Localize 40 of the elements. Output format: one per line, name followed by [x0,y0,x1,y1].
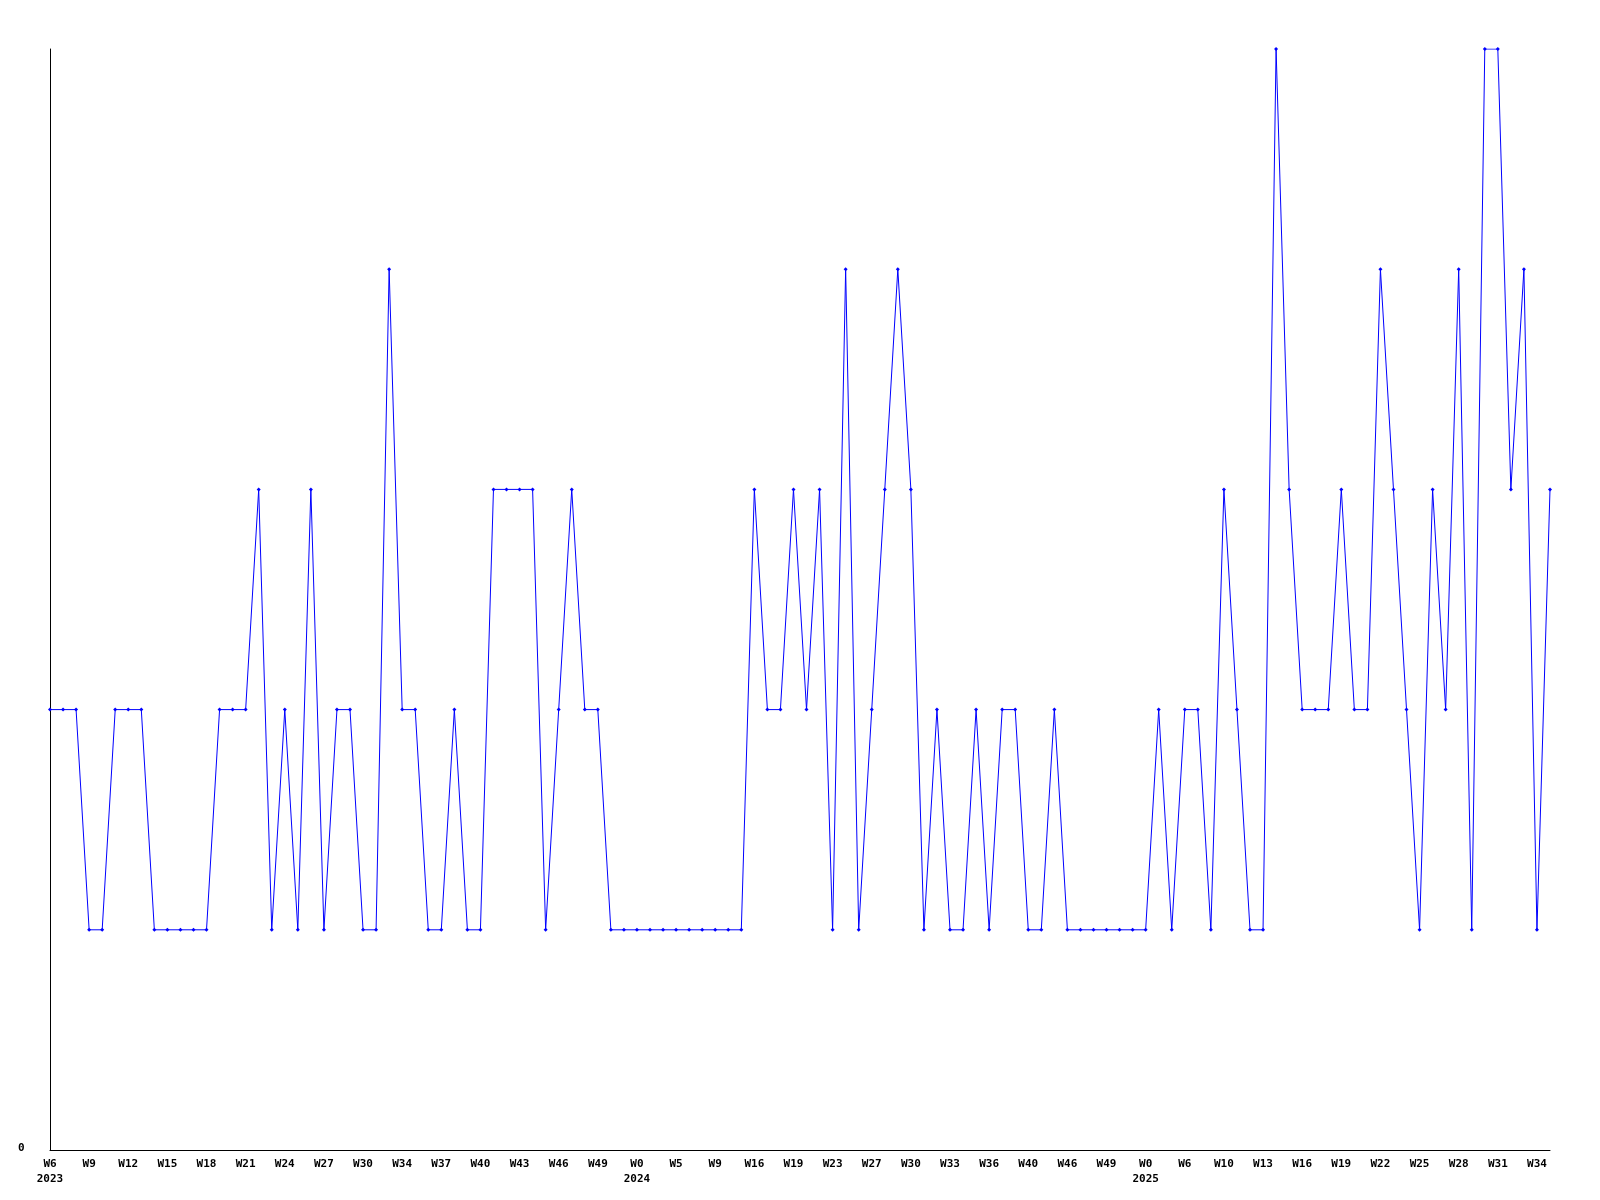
x-tick-label: W25 [1409,1157,1430,1170]
x-tick-label: W0 2025 [1132,1157,1159,1185]
x-tick-label: W9 [82,1157,96,1170]
x-tick-label: W19 [783,1157,804,1170]
x-tick-label: W21 [235,1157,256,1170]
x-tick-label: W15 [157,1157,178,1170]
x-tick-label: W36 [979,1157,1000,1170]
x-tick-label: W46 [548,1157,569,1170]
x-tick-label: W46 [1057,1157,1078,1170]
x-tick-label: W6 [1178,1157,1192,1170]
x-tick-label: W9 [708,1157,722,1170]
x-tick-label: W19 [1331,1157,1352,1170]
x-tick-label: W34 [1527,1157,1548,1170]
x-tick-label: W49 [587,1157,608,1170]
x-tick-label: W22 [1370,1157,1391,1170]
x-tick-label: W33 [940,1157,960,1170]
x-tick-label: W28 [1448,1157,1469,1170]
x-tick-label: W16 [744,1157,765,1170]
x-tick-label: W24 [274,1157,296,1170]
x-tick-label: W10 [1213,1157,1234,1170]
x-tick-label: W30 [353,1157,373,1170]
x-tick-label: W27 [861,1157,882,1170]
x-tick-label: W5 [669,1157,683,1170]
x-tick-label: W16 [1292,1157,1313,1170]
x-tick-label: W37 [431,1157,452,1170]
x-tick-label: W12 [118,1157,139,1170]
x-tick-label: W18 [196,1157,217,1170]
x-tick-label: W13 [1253,1157,1273,1170]
x-tick-label: W27 [313,1157,334,1170]
x-tick-label: W30 [900,1157,921,1170]
x-tick-label: W43 [509,1157,530,1170]
x-tick-label: W34 [392,1157,413,1170]
x-tick-label: W6 2023 [36,1157,64,1185]
x-tick-label: W40 [1018,1157,1039,1170]
x-tick-label: W0 2024 [623,1157,651,1185]
x-tick-label: W23 [822,1157,843,1170]
x-tick-label: W49 [1096,1157,1117,1170]
text: 0 [18,1141,25,1154]
x-tick-label: W31 [1487,1157,1509,1170]
x-tick-label: W40 [470,1157,491,1170]
